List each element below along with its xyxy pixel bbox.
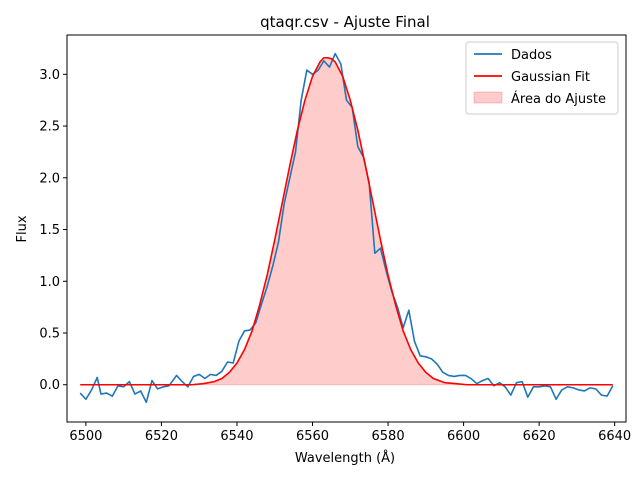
x-tick-label: 6580	[372, 429, 405, 444]
y-tick-label: 0.5	[39, 327, 60, 342]
legend-swatch-area	[473, 91, 503, 104]
x-tick-label: 6540	[220, 429, 253, 444]
series-line-dados	[79, 52, 614, 404]
legend: Dados Gaussian Fit Área do Ajuste	[465, 41, 619, 115]
x-tick-label: 6520	[145, 429, 178, 444]
x-tick-label: 6620	[523, 429, 556, 444]
plot-area	[79, 52, 614, 404]
legend-label-area: Área do Ajuste	[511, 91, 606, 107]
x-axis-label: Wavelength (Å)	[295, 450, 395, 466]
y-axis: 0.0 0.5 1.0 1.5 2.0 2.5 3.0	[39, 68, 67, 393]
y-tick-label: 0.0	[39, 378, 60, 393]
legend-box	[465, 41, 619, 115]
x-axis: 6500 6520 6540 6560 6580 6600 6620 6640	[69, 422, 631, 444]
legend-label-gaussian-fit: Gaussian Fit	[511, 70, 590, 85]
axes-frame	[66, 34, 627, 423]
legend-label-dados: Dados	[511, 48, 552, 63]
y-tick-label: 1.5	[39, 223, 60, 238]
x-tick-label: 6500	[69, 429, 102, 444]
y-axis-label: Flux	[15, 215, 30, 242]
x-tick-label: 6640	[598, 429, 631, 444]
series-line-gaussian-fit	[80, 56, 613, 386]
y-tick-label: 3.0	[39, 68, 60, 83]
x-tick-label: 6600	[447, 429, 480, 444]
y-tick-label: 2.5	[39, 120, 60, 135]
y-tick-label: 1.0	[39, 275, 60, 290]
y-tick-label: 2.0	[39, 171, 60, 186]
x-tick-label: 6560	[296, 429, 329, 444]
chart-title: qtaqr.csv - Ajuste Final	[260, 13, 430, 31]
